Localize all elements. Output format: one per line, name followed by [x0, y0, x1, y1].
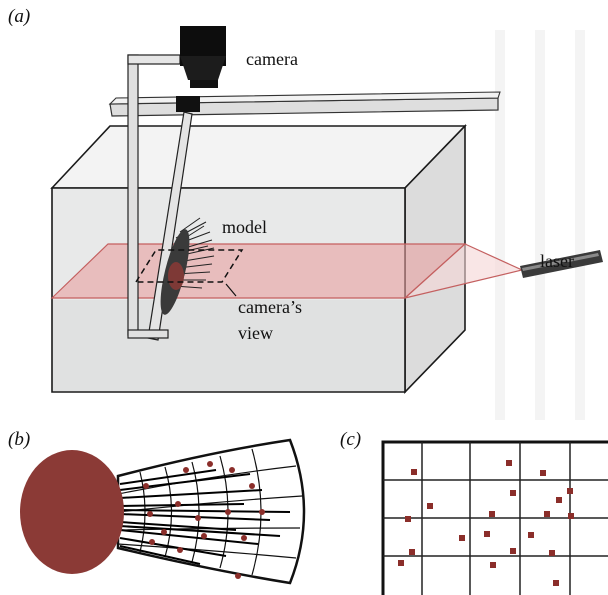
laser-device-highlight	[522, 253, 599, 271]
camera-mount	[127, 54, 200, 341]
camera-view-pointer	[225, 283, 237, 297]
tank-water-shade	[53, 300, 404, 391]
cameras-view-label-line1: camera’s	[238, 297, 302, 317]
model-label: model	[222, 217, 267, 237]
model-disc-lit	[168, 262, 184, 290]
camera	[180, 26, 226, 88]
laser-sheet	[50, 243, 467, 299]
background-texture	[495, 30, 585, 420]
seeding-particles-b	[143, 461, 265, 579]
cameras-view-label-line2: view	[238, 323, 273, 343]
tank-top-face	[50, 125, 467, 189]
panel-b-label: (b)	[8, 429, 30, 450]
laser-label: laser	[540, 251, 574, 271]
model-disc-front	[20, 450, 124, 574]
rail-carriage	[176, 96, 200, 112]
traverse-rail	[108, 91, 501, 117]
panel-c-label: (c)	[340, 429, 361, 450]
panel-b-model-view	[20, 438, 306, 585]
piv-grid-lines	[383, 442, 608, 595]
camera-view-region	[134, 249, 244, 283]
seeding-particles-c	[398, 460, 574, 586]
camera-label: camera	[246, 49, 298, 69]
panel-c-piv-grid	[381, 440, 608, 595]
panel-a-label: (a)	[8, 6, 30, 27]
laser-fan	[404, 243, 524, 299]
